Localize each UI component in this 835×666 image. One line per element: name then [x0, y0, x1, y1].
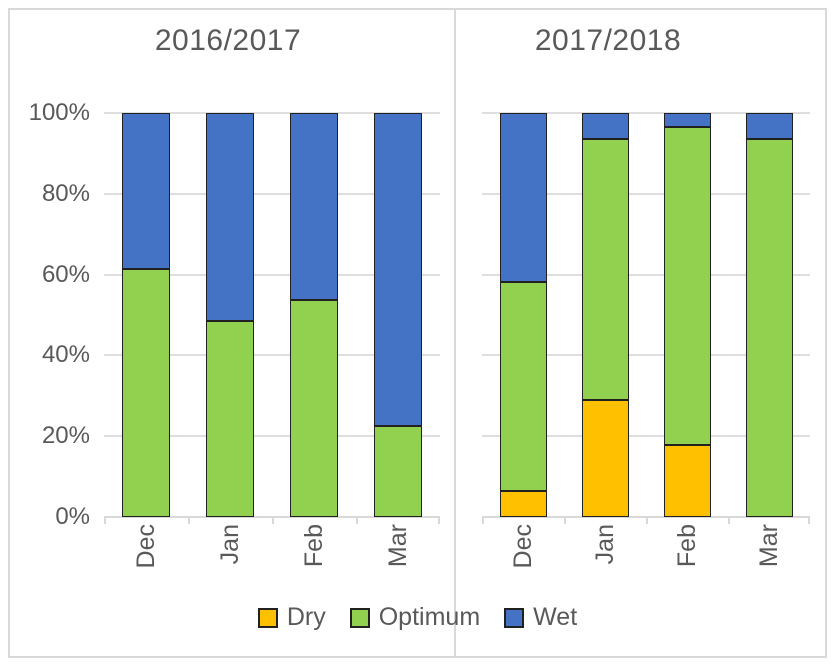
x-axis-tick-label: Feb — [272, 524, 356, 604]
legend-swatch-dry — [257, 607, 278, 628]
plot-area-2016-2017 — [104, 112, 440, 524]
bar-segment-optimum — [745, 139, 793, 517]
gridline — [104, 435, 440, 438]
bar-dec-2016-2017 — [122, 113, 170, 517]
bar-segment-wet — [206, 113, 254, 322]
bar-segment-dry — [663, 444, 711, 517]
x-axis-tick-label: Feb — [646, 524, 728, 604]
gridline — [104, 354, 440, 357]
legend-item-wet: Wet — [504, 605, 577, 630]
gridline — [482, 192, 810, 195]
bar-mar-2017-2018 — [745, 113, 793, 517]
legend-swatch-optimum — [349, 607, 370, 628]
x-axis-tick-label: Jan — [564, 524, 646, 604]
bar-segment-wet — [663, 113, 711, 128]
x-axis-tick-label: Mar — [356, 524, 440, 604]
gridline — [104, 112, 440, 114]
axis-tick — [808, 517, 810, 524]
axis-tick — [564, 517, 566, 524]
chart-title-left: 2016/2017 — [154, 24, 302, 57]
panel-divider-line — [454, 9, 456, 657]
bar-segment-dry — [581, 399, 629, 517]
bar-segment-optimum — [581, 139, 629, 400]
bar-segment-wet — [499, 113, 547, 283]
gridline — [482, 435, 810, 438]
x-axis-tick-label-text: Mar — [754, 524, 783, 568]
bar-mar-2016-2017 — [374, 113, 422, 517]
x-axis-tick-label-text: Mar — [383, 524, 412, 568]
gridline — [482, 112, 810, 114]
gridline — [482, 273, 810, 276]
bar-segment-wet — [290, 113, 338, 301]
axis-tick — [188, 517, 190, 524]
bar-segment-optimum — [122, 269, 170, 517]
y-axis-tick-label: 60% — [41, 260, 90, 288]
y-axis-tick-label: 100% — [28, 99, 90, 126]
legend-swatch-wet — [504, 607, 525, 628]
axis-tick — [646, 517, 648, 524]
axis-tick — [482, 517, 484, 524]
plot-area-2017-2018 — [482, 112, 810, 524]
x-axis-tick-label-text: Jan — [215, 524, 244, 565]
bar-jan-2017-2018 — [581, 113, 629, 517]
bar-feb-2017-2018 — [663, 113, 711, 517]
gridline — [104, 192, 440, 195]
legend-label-wet: Wet — [533, 603, 578, 631]
bar-segment-wet — [122, 113, 170, 270]
bar-segment-wet — [581, 113, 629, 140]
legend-item-optimum: Optimum — [349, 603, 481, 631]
bar-segment-optimum — [499, 282, 547, 491]
x-axis-tick-label: Dec — [104, 524, 188, 604]
legend-label-optimum: Optimum — [378, 603, 481, 631]
legend-item-dry: Dry — [257, 603, 326, 631]
chart-legend: Dry Optimum Wet — [0, 605, 835, 630]
x-axis-tick-label: Dec — [482, 524, 564, 604]
bar-segment-wet — [745, 113, 793, 140]
chart-title-right: 2017/2018 — [534, 24, 682, 57]
x-axis-tick-label-text: Jan — [590, 524, 619, 565]
y-axis-tick-label: 0% — [55, 503, 90, 530]
gridline — [482, 354, 810, 357]
bar-segment-wet — [374, 113, 422, 426]
legend-label-dry: Dry — [286, 603, 326, 631]
bar-segment-optimum — [374, 425, 422, 517]
axis-tick — [272, 517, 274, 524]
y-axis-tick-label: 80% — [41, 179, 90, 207]
bar-feb-2016-2017 — [290, 113, 338, 517]
bar-segment-optimum — [663, 127, 711, 445]
axis-tick — [438, 517, 440, 524]
x-axis-tick-label-text: Dec — [508, 524, 537, 569]
gridline — [104, 273, 440, 276]
bar-segment-dry — [499, 490, 547, 517]
y-axis-tick-label: 20% — [41, 422, 90, 450]
x-axis-tick-label-text: Feb — [299, 524, 328, 568]
bar-segment-optimum — [206, 321, 254, 517]
x-axis-tick-label: Mar — [728, 524, 810, 604]
axis-tick — [356, 517, 358, 524]
bar-segment-optimum — [290, 300, 338, 517]
bar-jan-2016-2017 — [206, 113, 254, 517]
figure-border — [8, 8, 827, 658]
x-axis-tick-label-text: Dec — [131, 524, 160, 569]
bar-dec-2017-2018 — [499, 113, 547, 517]
y-axis-tick-label: 40% — [41, 341, 90, 369]
x-axis-tick-label-text: Feb — [672, 524, 701, 568]
axis-tick — [728, 517, 730, 524]
axis-tick — [104, 517, 106, 524]
x-axis-tick-label: Jan — [188, 524, 272, 604]
